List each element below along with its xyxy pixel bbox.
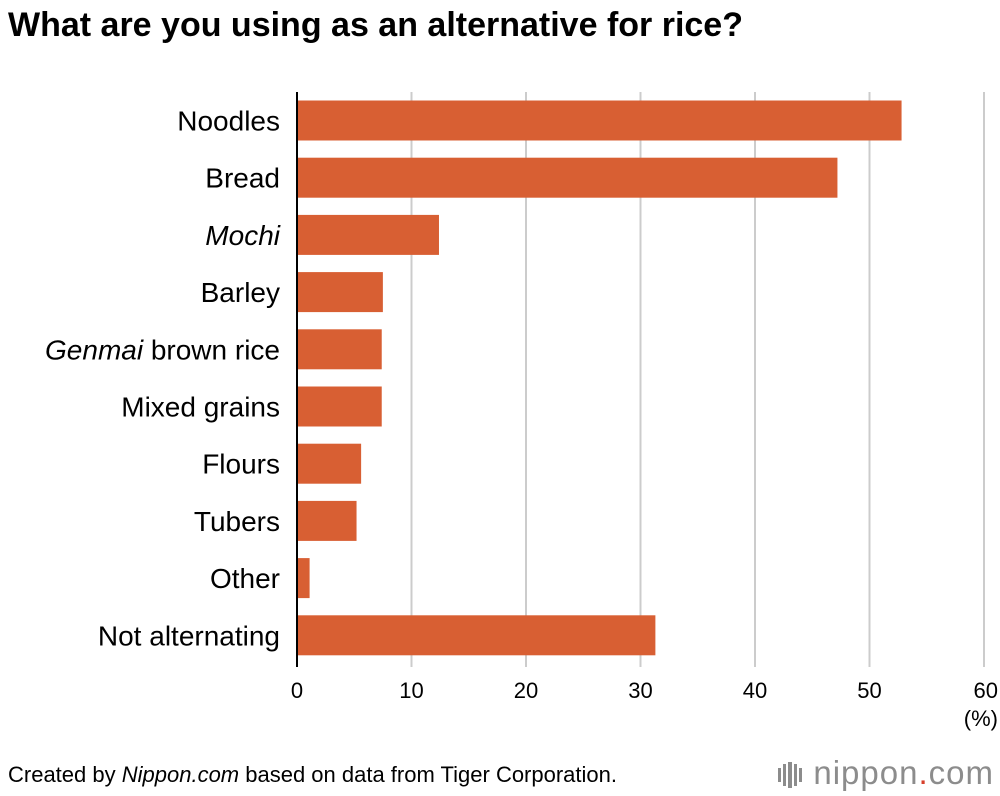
category-label: Flours (202, 449, 280, 480)
bar-not-alternating (297, 615, 656, 656)
category-label-part: Noodles (177, 106, 280, 137)
category-label: Not alternating (98, 620, 280, 651)
barcode-mark-icon (778, 762, 803, 789)
category-label-part: Genmai (45, 334, 144, 365)
bar-genmai-brown-rice (297, 329, 382, 370)
source-prefix: Created by (8, 762, 122, 787)
category-label-part: Mochi (205, 220, 280, 251)
bar-barley (297, 272, 383, 313)
category-label: Barley (201, 277, 280, 308)
bar-tubers (297, 500, 357, 541)
bar-bread (297, 157, 838, 198)
chart-title: What are you using as an alternative for… (8, 6, 743, 44)
category-label: Other (210, 563, 280, 594)
x-tick-label-0: 0 (291, 678, 303, 703)
source-suffix: based on data from Tiger Corporation. (239, 762, 618, 787)
x-tick-label-40: 40 (743, 678, 767, 703)
bar-mixed-grains (297, 386, 382, 427)
logo-dot: . (918, 754, 929, 791)
category-label-part: Not alternating (98, 620, 280, 651)
category-label: Bread (205, 163, 280, 194)
tick-labels: 0 10 20 30 40 50 60 (%) (291, 678, 998, 731)
source-note: Created by Nippon.com based on data from… (8, 762, 617, 788)
category-label: Noodles (177, 106, 280, 137)
logo-name: nippon (813, 754, 919, 791)
category-label-part: Bread (205, 163, 280, 194)
x-tick-label-10: 10 (399, 678, 423, 703)
logo-tld: com (928, 754, 994, 791)
category-label: Mochi (205, 220, 280, 251)
x-unit-label: (%) (964, 706, 998, 731)
x-tick-label-50: 50 (857, 678, 881, 703)
category-label-part: Flours (202, 449, 280, 480)
source-name: Nippon.com (121, 762, 240, 787)
x-tick-label-30: 30 (628, 678, 652, 703)
category-label-part: brown rice (143, 334, 280, 365)
category-label-part: Mixed grains (121, 392, 280, 423)
category-label-part: Other (210, 563, 280, 594)
bars (297, 100, 902, 656)
category-label: Genmai brown rice (45, 334, 280, 365)
bar-other (297, 558, 310, 599)
bar-mochi (297, 214, 439, 255)
category-label-part: Barley (201, 277, 280, 308)
bar-noodles (297, 100, 902, 141)
nippon-logo: nippon.com (777, 754, 994, 792)
bar-chart: Noodles Bread Mochi Barley Genmai brown rice… (45, 92, 998, 731)
category-label-part: Tubers (194, 506, 280, 537)
x-tick-label-60: 60 (974, 678, 998, 703)
bar-flours (297, 443, 362, 484)
x-tick-label-20: 20 (514, 678, 538, 703)
category-label: Mixed grains (121, 392, 280, 423)
category-labels: Noodles Bread Mochi Barley Genmai brown rice… (45, 106, 281, 652)
category-label: Tubers (194, 506, 280, 537)
